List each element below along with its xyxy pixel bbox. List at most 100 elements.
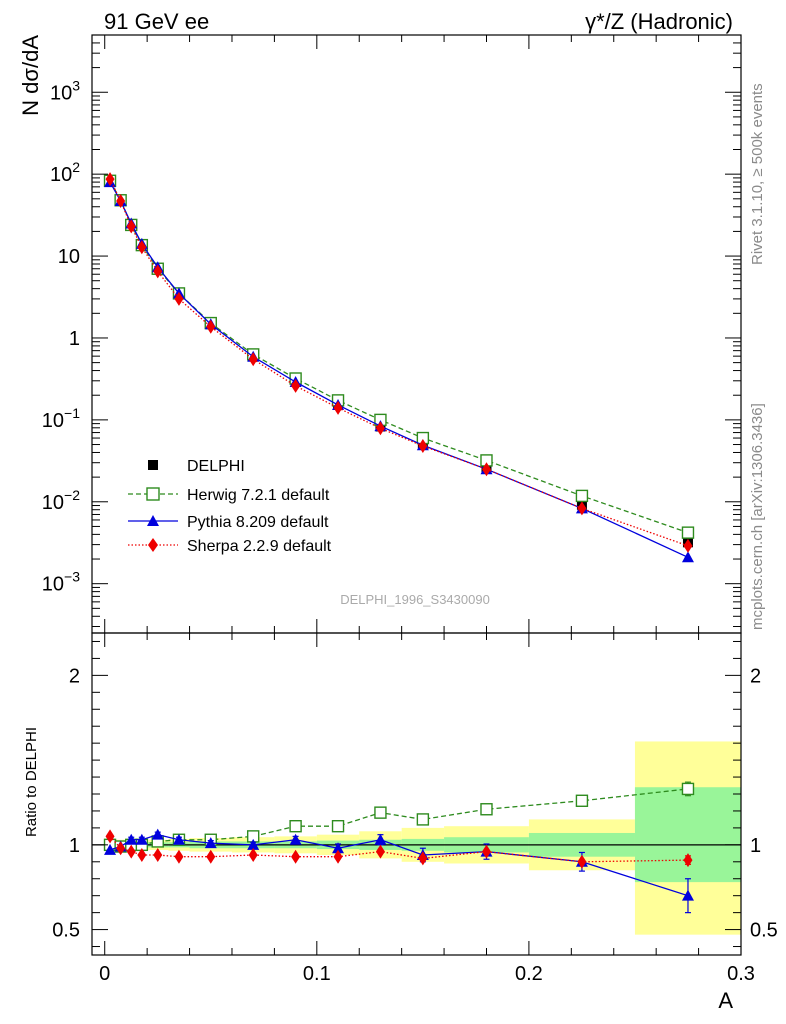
ratio-y-tick-label-right: 2 xyxy=(750,665,761,687)
channel-label: γ*/Z (Hadronic) xyxy=(585,9,733,34)
ratio-point-pythia xyxy=(374,833,387,845)
main-point-sherpa xyxy=(248,352,258,367)
ratio-point-herwig xyxy=(289,820,302,833)
ratio-y-tick-label: 1 xyxy=(69,835,80,857)
legend-label-delphi: DELPHI xyxy=(187,458,245,475)
main-y-tick-label: 10 xyxy=(58,246,80,268)
main-line-herwig xyxy=(109,180,689,534)
main-y-tick-label: 10−2 xyxy=(42,487,80,514)
main-point-sherpa xyxy=(105,172,115,187)
ratio-point-sherpa xyxy=(291,849,301,864)
x-tick-label: 0.3 xyxy=(727,963,755,985)
ratio-point-sherpa xyxy=(577,854,587,869)
ratio-point-herwig xyxy=(416,813,430,826)
ratio-y-tick-label-right: 1 xyxy=(750,835,761,857)
ratio-y-tick-label: 2 xyxy=(69,665,80,687)
ratio-y-tick-label: 0.5 xyxy=(52,920,80,942)
ratio-point-herwig xyxy=(480,803,493,816)
legend: DELPHI Herwig 7.2.1 default Pythia 8.209… xyxy=(128,458,332,555)
main-point-sherpa xyxy=(333,400,343,415)
ratio-point-pythia xyxy=(172,833,185,845)
main-point-sherpa xyxy=(291,378,301,393)
legend-label-pythia: Pythia 8.209 default xyxy=(187,514,329,531)
legend-marker-pythia xyxy=(147,515,159,526)
main-point-sherpa xyxy=(126,219,136,234)
ratio-point-sherpa xyxy=(153,848,163,863)
main-point-herwig xyxy=(681,526,695,539)
ratio-frame: 0 0.1 0.2 0.3 0.5 0.5 1 1 2 2 xyxy=(52,632,778,985)
main-point-sherpa xyxy=(153,264,163,279)
main-y-tick-label: 10−3 xyxy=(42,569,80,596)
main-y-tick-label: 1 xyxy=(69,328,80,350)
main-point-herwig xyxy=(575,489,589,503)
legend-label-sherpa: Sherpa 2.2.9 default xyxy=(187,538,332,555)
rivet-label: Rivet 3.1.10, ≥ 500k events xyxy=(749,83,766,265)
ratio-point-sherpa xyxy=(375,844,385,859)
legend-entry-sherpa: Sherpa 2.2.9 default xyxy=(128,538,332,555)
main-point-sherpa xyxy=(375,421,385,436)
ratio-band-stat xyxy=(634,787,741,883)
ratio-y-tick-label-right: 0.5 xyxy=(750,920,778,942)
ratio-point-pythia xyxy=(289,833,302,845)
legend-marker-delphi xyxy=(148,460,158,470)
ratio-point-sherpa xyxy=(105,829,115,844)
mcplots-label: mcplots.cern.ch [arXiv:1306.3436] xyxy=(749,403,766,630)
ratio-point-sherpa xyxy=(481,844,491,859)
ratio-ylabel: Ratio to DELPHI xyxy=(23,727,40,837)
ratio-bands xyxy=(92,741,741,935)
main-point-sherpa xyxy=(206,319,216,334)
ratio-point-pythia xyxy=(681,889,694,901)
x-tick-label: 0 xyxy=(99,963,110,985)
main-point-sherpa xyxy=(116,194,126,209)
ratio-point-herwig xyxy=(331,820,345,833)
ratio-point-pythia xyxy=(151,828,164,840)
legend-marker-sherpa xyxy=(148,538,158,552)
main-y-tick-exponent: −2 xyxy=(64,487,80,503)
legend-entry-herwig: Herwig 7.2.1 default xyxy=(128,487,330,504)
main-point-pythia xyxy=(681,551,694,563)
ratio-point-pythia xyxy=(135,833,148,845)
main-point-sherpa xyxy=(418,438,428,453)
ratio-point-sherpa xyxy=(683,853,693,868)
ratio-point-sherpa xyxy=(418,851,428,866)
ratio-point-sherpa xyxy=(137,848,147,863)
x-axis-label: A xyxy=(718,988,733,1013)
ratio-point-pythia xyxy=(104,843,117,855)
main-series-group xyxy=(103,172,695,563)
main-y-tick-exponent: 3 xyxy=(72,77,80,93)
main-ylabel: N dσ/dA xyxy=(18,35,43,116)
legend-entry-delphi: DELPHI xyxy=(148,458,245,475)
ratio-point-sherpa xyxy=(174,849,184,864)
ratio-point-pythia xyxy=(204,837,217,849)
ratio-point-herwig xyxy=(575,794,589,807)
main-point-sherpa xyxy=(174,291,184,306)
x-tick-label: 0.2 xyxy=(515,963,543,985)
ratio-point-sherpa xyxy=(333,849,343,864)
main-point-sherpa xyxy=(137,240,147,255)
ratio-point-sherpa xyxy=(126,844,136,859)
ratio-point-sherpa xyxy=(248,848,258,863)
main-point-sherpa xyxy=(683,538,693,553)
ratio-point-sherpa xyxy=(116,841,126,856)
main-point-sherpa xyxy=(481,462,491,477)
main-y-tick-exponent: −3 xyxy=(64,569,80,585)
x-tick-label: 0.1 xyxy=(303,963,331,985)
ratio-point-pythia xyxy=(332,842,345,854)
main-y-tick-label: 103 xyxy=(50,77,80,104)
ratio-point-sherpa xyxy=(206,849,216,864)
main-y-tick-label: 102 xyxy=(50,159,80,186)
legend-entry-pythia: Pythia 8.209 default xyxy=(128,514,329,531)
legend-label-herwig: Herwig 7.2.1 default xyxy=(187,487,330,504)
legend-marker-herwig xyxy=(146,487,160,501)
main-point-sherpa xyxy=(577,501,587,516)
main-y-tick-exponent: 2 xyxy=(72,159,80,175)
ratio-point-herwig xyxy=(681,782,695,796)
main-y-tick-exponent: −1 xyxy=(64,405,80,421)
main-y-tick-label: 10−1 xyxy=(42,405,80,432)
ratio-point-pythia xyxy=(125,833,138,845)
ratio-series-group xyxy=(103,781,695,914)
ratio-point-pythia xyxy=(247,838,260,850)
process-label: 91 GeV ee xyxy=(104,9,209,34)
